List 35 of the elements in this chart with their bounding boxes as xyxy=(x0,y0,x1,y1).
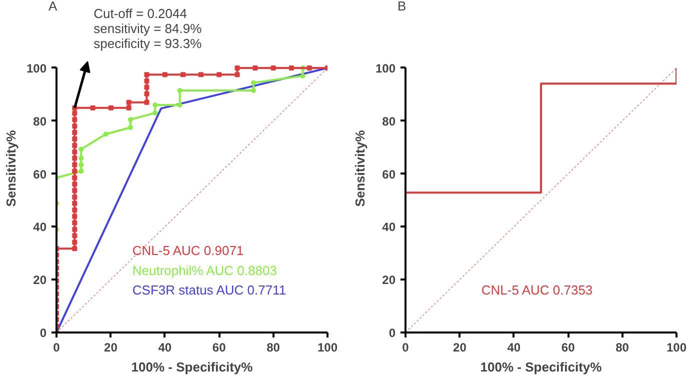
x-tick-label: 60 xyxy=(212,340,226,354)
x-tick-label: 0 xyxy=(402,340,410,354)
x-tick-label: 100 xyxy=(666,340,687,354)
y-axis-title: Sensitivity% xyxy=(352,130,368,207)
x-axis-title: 100% - Specificity% xyxy=(480,360,602,374)
y-tick-label: 0 xyxy=(388,326,396,340)
y-tick-label: 60 xyxy=(382,167,396,182)
y-tick-label: 60 xyxy=(33,167,47,182)
x-tick-label: 80 xyxy=(616,340,630,354)
annotation: Cut-off = 0.2044 sensitivity = 84.9% specificity = 93.3% xyxy=(94,6,202,51)
x-tick-label: 40 xyxy=(158,340,172,354)
y-tick-label: 100 xyxy=(26,61,47,76)
y-tick-label: 40 xyxy=(382,220,396,234)
x-tick-label: 0 xyxy=(53,340,60,354)
y-tick-label: 0 xyxy=(40,326,47,340)
x-axis-title: 100% - Specificity% xyxy=(131,360,254,374)
x-tick-label: 100 xyxy=(317,340,338,354)
y-tick-label: 100 xyxy=(375,61,396,76)
text: CNL-5 AUC 0.7353 xyxy=(481,282,593,298)
text: CNL-5 AUC 0.9071 xyxy=(132,243,244,258)
y-tick-label: 80 xyxy=(33,114,47,128)
x-tick-label: 80 xyxy=(266,340,280,354)
y-tick-label: 40 xyxy=(33,220,47,234)
x-tick-label: 20 xyxy=(453,340,467,354)
text: Neutrophil% AUC 0.8803 xyxy=(132,262,277,278)
x-tick-label: 40 xyxy=(507,340,521,354)
x-tick-label: 20 xyxy=(104,340,118,354)
y-axis-title: Sensitivity% xyxy=(3,130,18,207)
x-tick-label: 60 xyxy=(561,340,576,354)
text: CSF3R status AUC 0.7711 xyxy=(132,282,286,298)
y-tick-label: 20 xyxy=(382,273,396,288)
y-tick-label: 20 xyxy=(33,273,47,288)
chart-title: A xyxy=(48,0,58,14)
chart-title: B xyxy=(398,0,406,14)
y-tick-label: 80 xyxy=(382,114,396,128)
